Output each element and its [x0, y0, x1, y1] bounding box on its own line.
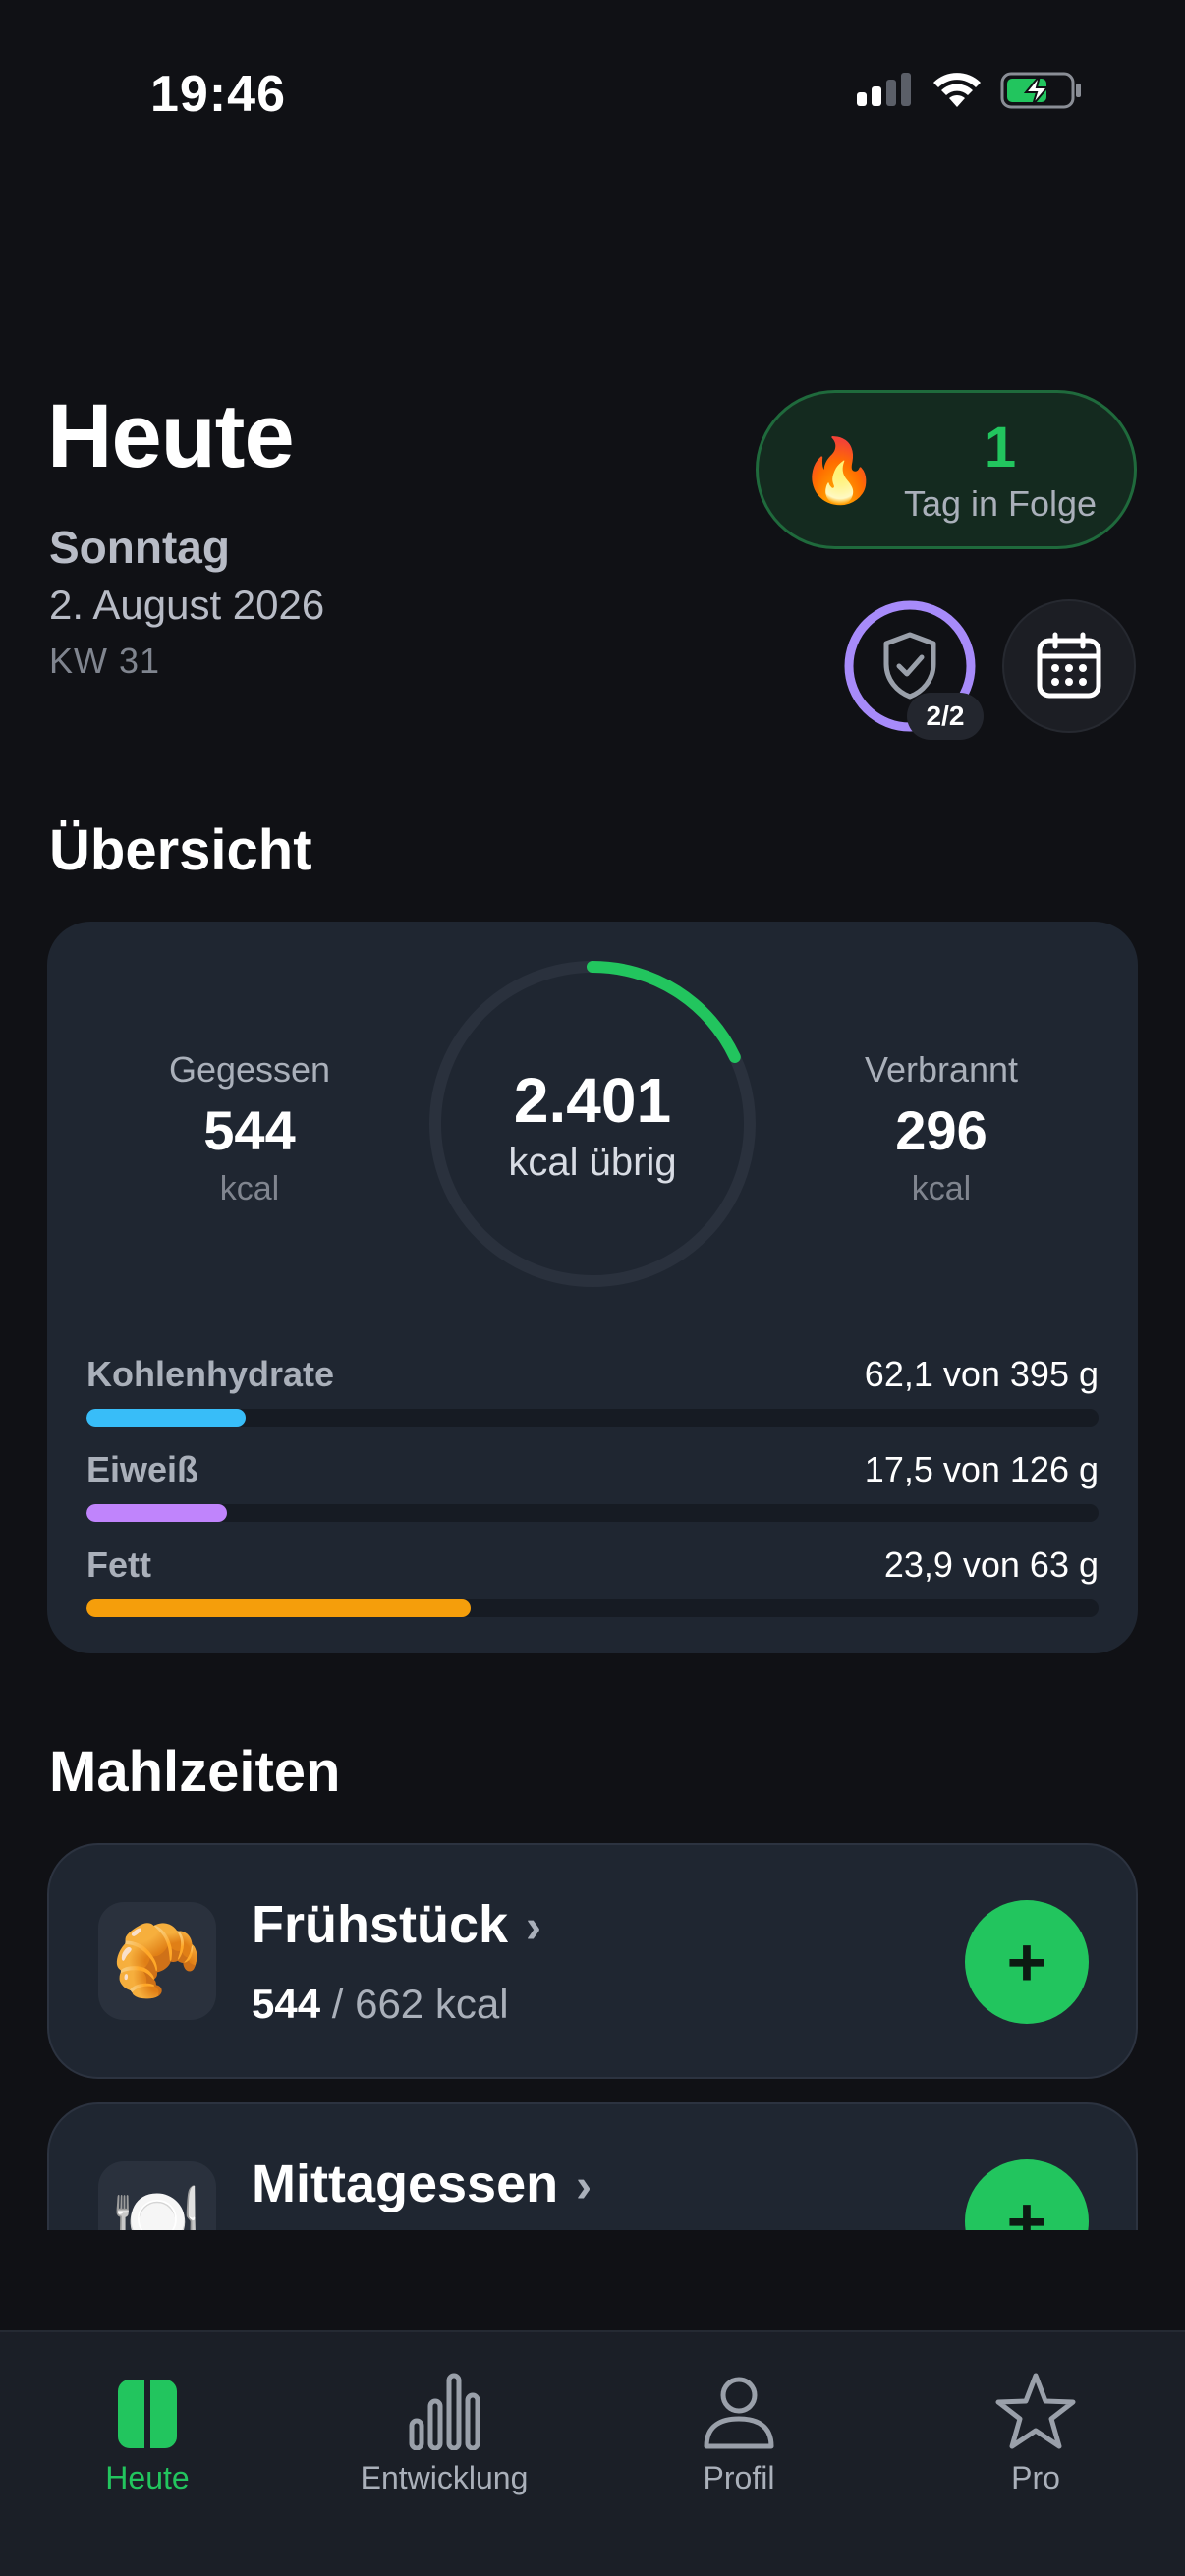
wifi-icon [933, 73, 981, 107]
macro-protein-value: 17,5 von 126 g [864, 1449, 1099, 1489]
page-title: Heute [47, 386, 295, 486]
tab-today-label: Heute [105, 2460, 190, 2495]
calendar-button[interactable] [1002, 599, 1136, 733]
tab-profile[interactable]: Profil [592, 2362, 886, 2496]
macro-protein-bar [86, 1504, 228, 1522]
star-icon [995, 2373, 1076, 2449]
macro-carbs-value: 62,1 von 395 g [864, 1354, 1099, 1394]
chevron-right-icon: › [526, 1901, 542, 1953]
macro-fat-bar [86, 1599, 472, 1617]
tab-today[interactable]: Heute [0, 2362, 295, 2496]
calorie-ring: 2.401 kcal übrig [423, 955, 762, 1293]
day-name: Sonntag [49, 522, 230, 573]
calorie-ring-progress [429, 961, 756, 1287]
macro-protein-label: Eiweiß [86, 1449, 199, 1489]
macro-carbs-track [86, 1409, 1099, 1427]
macro-fat-label: Fett [86, 1544, 151, 1585]
remaining-value: 2.401 [513, 1064, 672, 1136]
overview-title: Übersicht [49, 818, 312, 882]
overview-card[interactable]: Gegessen 544 kcal 2.401 kcal übrig Verbr… [47, 922, 1138, 1653]
streak-count: 1 [984, 416, 1017, 479]
calendar-week: KW 31 [49, 641, 161, 681]
shield-icon [883, 632, 936, 700]
eaten-label: Gegessen [168, 1049, 331, 1090]
macro-carbs-bar [86, 1409, 246, 1427]
burned-stat: Verbrannt 296 kcal [814, 1049, 1069, 1208]
meal-name[interactable]: Frühstück › [252, 1894, 541, 1955]
shield-badge: 2/2 [907, 693, 984, 740]
plate-icon: 🍽️ [98, 2161, 216, 2230]
macro-fat-track [86, 1599, 1099, 1617]
macro-protein: Eiweiß 17,5 von 126 g [86, 1449, 1099, 1522]
burned-value: 296 [895, 1099, 988, 1161]
meals-list[interactable]: 🥐 Frühstück › 544 / 662 kcal + 🍽️ Mittage… [0, 1798, 1185, 2230]
tab-pro[interactable]: Pro [888, 2362, 1183, 2496]
eaten-unit: kcal [219, 1170, 280, 1207]
tab-development[interactable]: Entwicklung [297, 2362, 592, 2496]
tab-development-label: Entwicklung [360, 2460, 529, 2495]
tab-profile-label: Profil [703, 2460, 775, 2495]
macro-carbs-label: Kohlenhydrate [86, 1354, 335, 1394]
remaining-label: kcal übrig [508, 1140, 677, 1184]
macro-protein-track [86, 1504, 1099, 1522]
meal-card-breakfast[interactable]: 🥐 Frühstück › 544 / 662 kcal + [47, 1843, 1138, 2079]
meals-title: Mahlzeiten [49, 1740, 341, 1804]
add-breakfast-button[interactable]: + [965, 1900, 1089, 2024]
burned-label: Verbrannt [864, 1049, 1019, 1090]
battery-icon [1000, 72, 1081, 109]
croissant-icon: 🥐 [98, 1902, 216, 2020]
status-time: 19:46 [150, 66, 286, 123]
macro-carbs: Kohlenhydrate 62,1 von 395 g [86, 1354, 1099, 1427]
eaten-stat: Gegessen 544 kcal [122, 1049, 377, 1208]
signal-icon [857, 73, 911, 106]
eaten-value: 544 [203, 1099, 296, 1161]
meal-kcal: 544 / 662 kcal [252, 1981, 509, 2028]
tab-bar: Heute Entwicklung [0, 2330, 1185, 2576]
meal-name-label: Frühstück [252, 1895, 509, 1954]
streak-label: Tag in Folge [903, 483, 1098, 524]
streak-button[interactable]: 🔥 1 Tag in Folge [756, 390, 1137, 549]
macro-fat-value: 23,9 von 63 g [883, 1544, 1099, 1585]
person-icon [704, 2377, 774, 2449]
flame-icon: 🔥 [800, 435, 878, 506]
chart-icon [409, 2373, 480, 2450]
chevron-right-icon: › [576, 2160, 592, 2212]
status-icons [855, 71, 1083, 110]
meal-name[interactable]: Mittagessen › [252, 2154, 592, 2214]
burned-unit: kcal [911, 1170, 972, 1207]
meal-kcal-target: / 662 kcal [320, 1981, 509, 2027]
calendar-icon [1037, 632, 1101, 699]
meal-card-lunch[interactable]: 🍽️ Mittagessen › + [47, 2102, 1138, 2230]
today-icon [118, 2380, 177, 2448]
macro-fat: Fett 23,9 von 63 g [86, 1544, 1099, 1617]
meal-kcal-eaten: 544 [252, 1981, 321, 2027]
tab-pro-label: Pro [1011, 2460, 1060, 2495]
add-lunch-button[interactable]: + [965, 2159, 1089, 2230]
meal-name-label: Mittagessen [252, 2155, 559, 2213]
date-text: 2. August 2026 [49, 582, 325, 628]
